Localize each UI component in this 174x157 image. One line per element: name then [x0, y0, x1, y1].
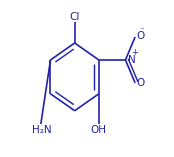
- Text: ⁻: ⁻: [139, 26, 144, 35]
- Text: O: O: [136, 31, 145, 41]
- Text: +: +: [131, 48, 138, 57]
- Text: Cl: Cl: [69, 12, 80, 22]
- Text: OH: OH: [91, 125, 107, 135]
- Text: H₂N: H₂N: [32, 125, 52, 135]
- Text: O: O: [136, 78, 145, 88]
- Text: N: N: [128, 55, 136, 65]
